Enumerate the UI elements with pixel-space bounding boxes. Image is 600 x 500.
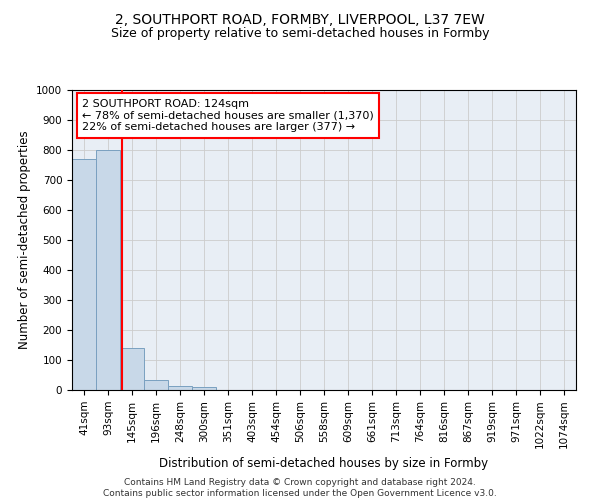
Bar: [120, 348, 144, 390]
Text: Distribution of semi-detached houses by size in Formby: Distribution of semi-detached houses by …: [160, 458, 488, 470]
Text: 2 SOUTHPORT ROAD: 124sqm
← 78% of semi-detached houses are smaller (1,370)
22% o: 2 SOUTHPORT ROAD: 124sqm ← 78% of semi-d…: [82, 99, 374, 132]
Bar: [192, 387, 216, 390]
Bar: [72, 159, 96, 390]
Y-axis label: Number of semi-detached properties: Number of semi-detached properties: [17, 130, 31, 350]
Bar: [144, 380, 168, 390]
Text: 2, SOUTHPORT ROAD, FORMBY, LIVERPOOL, L37 7EW: 2, SOUTHPORT ROAD, FORMBY, LIVERPOOL, L3…: [115, 12, 485, 26]
Text: Size of property relative to semi-detached houses in Formby: Size of property relative to semi-detach…: [111, 28, 489, 40]
Text: Contains HM Land Registry data © Crown copyright and database right 2024.
Contai: Contains HM Land Registry data © Crown c…: [103, 478, 497, 498]
Bar: [168, 386, 192, 390]
Bar: [96, 150, 120, 390]
